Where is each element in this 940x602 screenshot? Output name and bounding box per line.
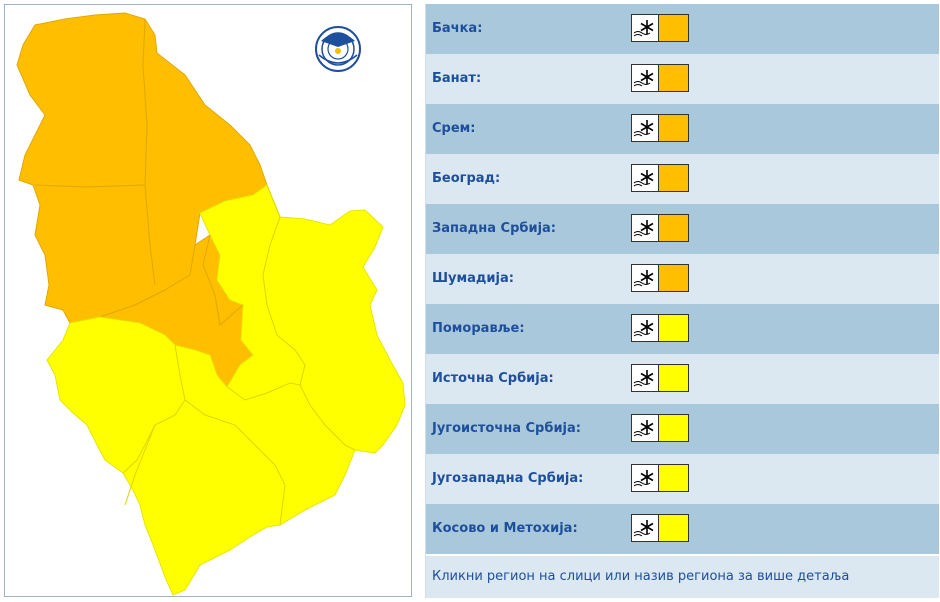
region-row-jugoistocna-srbija[interactable]: Југоисточна Србија: [426, 404, 939, 454]
region-row-zapadna-srbija[interactable]: Западна Србија: [426, 204, 939, 254]
region-row-srem[interactable]: Срем: [426, 104, 939, 154]
warning-level-box [659, 414, 689, 442]
snow-icon [631, 364, 659, 392]
region-row-banat[interactable]: Банат: [426, 54, 939, 104]
region-label[interactable]: Бачка: [432, 21, 483, 36]
region-list: Бачка: Банат: Срем: Београд: [425, 4, 939, 598]
footer-hint: Кликни регион на слици или назив региона… [426, 556, 939, 598]
warning-level-box [659, 264, 689, 292]
snow-icon [631, 214, 659, 242]
warning-level-box [659, 14, 689, 42]
warning-level-box [659, 514, 689, 542]
warning-level-box [659, 114, 689, 142]
warning-level-box [659, 314, 689, 342]
region-row-kosovo-i-metohija[interactable]: Косово и Метохија: [426, 504, 939, 554]
region-row-pomoravlje[interactable]: Поморавље: [426, 304, 939, 354]
region-label[interactable]: Југоисточна Србија: [432, 421, 581, 436]
snow-icon [631, 164, 659, 192]
region-label[interactable]: Источна Србија: [432, 371, 554, 386]
region-label[interactable]: Југозападна Србија: [432, 471, 584, 486]
region-label[interactable]: Поморавље: [432, 321, 525, 336]
warning-level-box [659, 214, 689, 242]
serbia-map-panel [4, 4, 412, 597]
region-label[interactable]: Београд: [432, 171, 501, 186]
map-region-pomoravlje[interactable] [46, 184, 406, 596]
region-label[interactable]: Косово и Метохија: [432, 521, 578, 536]
region-label[interactable]: Шумадија: [432, 271, 514, 286]
region-row-backa[interactable]: Бачка: [426, 4, 939, 54]
snow-icon [631, 314, 659, 342]
region-label[interactable]: Срем: [432, 121, 476, 136]
footer-hint-text: Кликни регион на слици или назив региона… [432, 569, 850, 584]
warning-level-box [659, 464, 689, 492]
snow-icon [631, 14, 659, 42]
region-row-istocna-srbija[interactable]: Источна Србија: [426, 354, 939, 404]
rhmz-logo [307, 21, 369, 83]
region-label[interactable]: Банат: [432, 71, 482, 86]
snow-icon [631, 464, 659, 492]
warning-level-box [659, 164, 689, 192]
warning-level-box [659, 64, 689, 92]
snow-icon [631, 414, 659, 442]
snow-icon [631, 64, 659, 92]
region-row-jugozapadna-srbija[interactable]: Југозападна Србија: [426, 454, 939, 504]
snow-icon [631, 264, 659, 292]
region-label[interactable]: Западна Србија: [432, 221, 557, 236]
region-row-beograd[interactable]: Београд: [426, 154, 939, 204]
serbia-map [16, 12, 406, 596]
snow-icon [631, 114, 659, 142]
warning-level-box [659, 364, 689, 392]
region-row-sumadija[interactable]: Шумадија: [426, 254, 939, 304]
snow-icon [631, 514, 659, 542]
